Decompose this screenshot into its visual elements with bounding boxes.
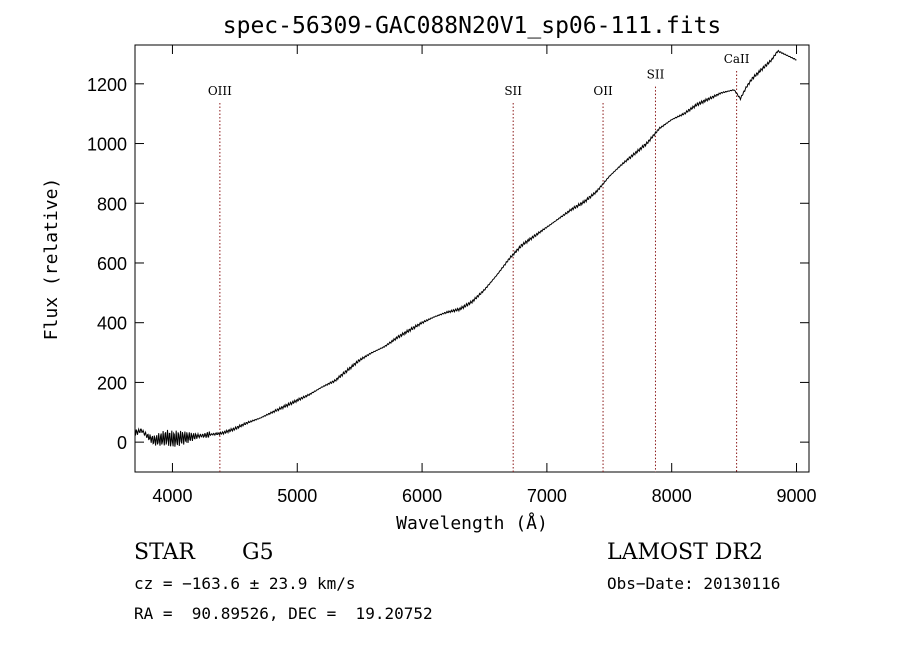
redshift-velocity: cz = −163.6 ± 23.9 km/s: [134, 574, 356, 593]
x-tick-label: 7000: [527, 486, 567, 506]
object-class: STAR: [134, 540, 195, 565]
object-subclass: G5: [242, 540, 274, 565]
survey-name: LAMOST DR2: [607, 540, 763, 565]
x-tick-label: 9000: [776, 486, 816, 506]
spectrum-line: [134, 49, 797, 447]
y-tick-label: 1200: [87, 75, 127, 95]
line-marker-label: CaII: [724, 52, 750, 66]
y-tick-label: 200: [97, 373, 127, 393]
y-tick-label: 600: [97, 254, 127, 274]
line-marker-label: SII: [647, 68, 665, 82]
x-tick-label: 5000: [277, 486, 317, 506]
observation-date: Obs−Date: 20130116: [607, 574, 781, 593]
spectral-line-markers: OIII SII OII SII CaII: [208, 52, 750, 472]
line-marker-label: OIII: [208, 84, 232, 98]
y-tick-label: 1000: [87, 135, 127, 155]
axis-ticks: 4000 5000 6000 7000 8000 9000 0 200 400 600 800 100…: [87, 45, 817, 506]
y-tick-label: 800: [97, 194, 127, 214]
x-tick-label: 6000: [402, 486, 442, 506]
coordinates: RA = 90.89526, DEC = 19.20752: [134, 604, 433, 623]
x-tick-label: 8000: [652, 486, 692, 506]
y-tick-label: 400: [97, 314, 127, 334]
x-axis-label: Wavelength (Å): [396, 512, 548, 534]
line-marker-label: SII: [504, 84, 522, 98]
y-tick-label: 0: [117, 433, 127, 453]
y-axis-label: Flux (relative): [41, 178, 62, 341]
x-tick-label: 4000: [152, 486, 192, 506]
chart-title: spec-56309-GAC088N20V1_sp06-111.fits: [223, 13, 722, 39]
plot-frame: [134, 44, 810, 473]
line-marker-label: OII: [593, 84, 613, 98]
